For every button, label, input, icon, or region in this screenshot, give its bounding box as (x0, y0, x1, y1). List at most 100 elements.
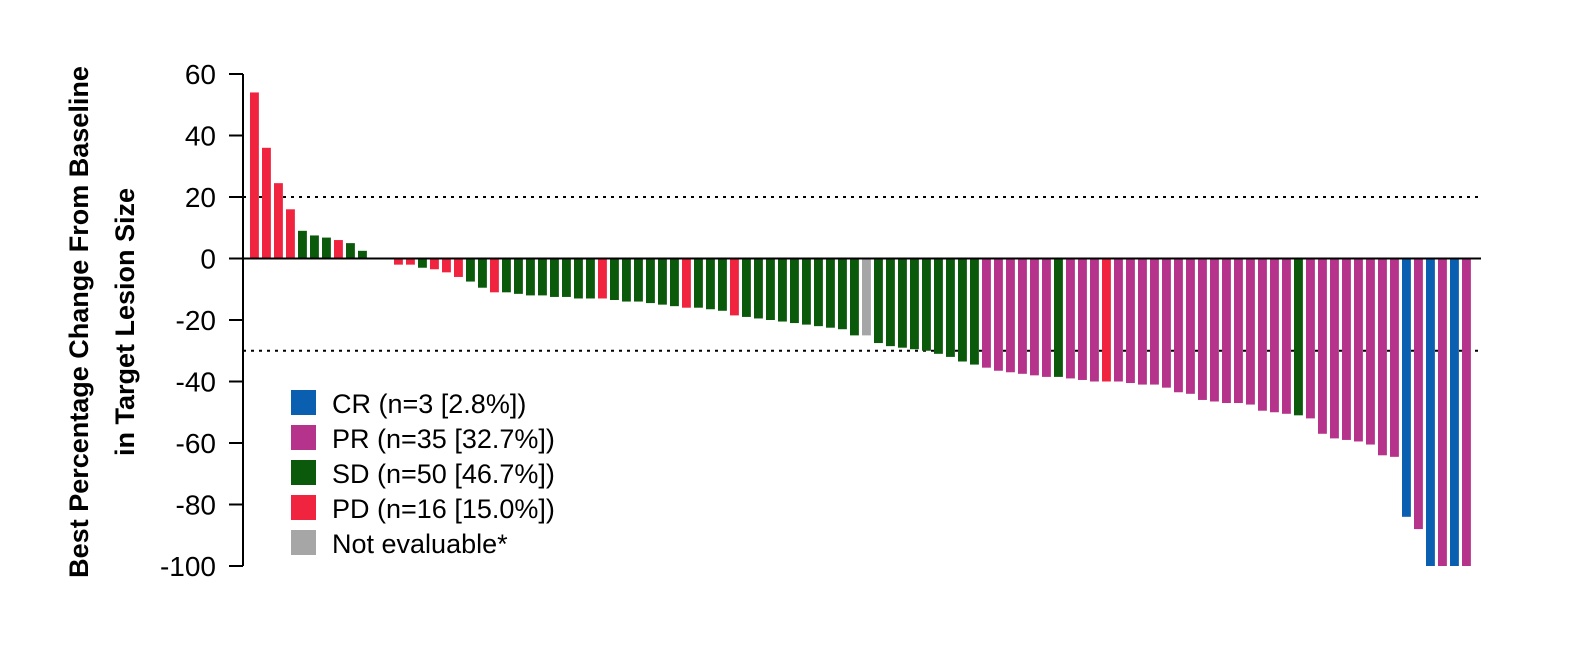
bar-55 (898, 258, 907, 348)
bar-22 (502, 258, 511, 293)
bar-25 (538, 258, 547, 296)
legend-swatch-cr (291, 390, 316, 415)
legend-swatch-ne (291, 530, 316, 555)
bar-91 (1330, 258, 1339, 439)
bar-27 (562, 258, 571, 297)
bar-33 (634, 258, 643, 302)
bar-58 (934, 258, 943, 354)
bar-67 (1042, 258, 1051, 377)
bar-54 (886, 258, 895, 347)
bar-78 (1174, 258, 1183, 393)
bar-64 (1006, 258, 1015, 373)
y-tick-label--100: -100 (160, 551, 216, 582)
bar-82 (1222, 258, 1231, 404)
bar-19 (466, 258, 475, 282)
bar-95 (1378, 258, 1387, 456)
bar-23 (514, 258, 523, 294)
bar-49 (826, 258, 835, 328)
bar-43 (754, 258, 763, 319)
bar-90 (1318, 258, 1327, 434)
legend-label-pr: PR (n=35 [32.7%]) (332, 424, 555, 454)
axes: 60 40 20 0 -20 -40 -60 -80 -100 (160, 59, 1481, 582)
bar-61 (970, 258, 979, 365)
bar-1 (250, 92, 259, 259)
bar-69 (1066, 258, 1075, 379)
bar-72 (1102, 258, 1111, 382)
legend-swatch-pd (291, 495, 316, 520)
bar-76 (1150, 258, 1159, 385)
bar-7 (322, 237, 331, 259)
bar-5 (298, 230, 307, 259)
bar-41 (730, 258, 739, 316)
legend-swatch-sd (291, 460, 316, 485)
legend-label-pd: PD (n=16 [15.0%]) (332, 494, 555, 524)
legend-label-ne: Not evaluable* (332, 529, 508, 559)
bar-93 (1354, 258, 1363, 442)
y-axis-title-line-2: in Target Lesion Size (110, 188, 140, 456)
bar-3 (274, 183, 283, 259)
bar-86 (1270, 258, 1279, 413)
bar-38 (694, 258, 703, 308)
y-tick-label--40: -40 (176, 367, 216, 398)
bar-70 (1078, 258, 1087, 380)
bar-97 (1402, 258, 1411, 517)
bar-24 (526, 258, 535, 296)
bar-15 (418, 258, 427, 268)
bar-99 (1426, 258, 1435, 566)
bar-4 (286, 209, 295, 259)
bar-47 (802, 258, 811, 325)
legend-label-sd: SD (n=50 [46.7%]) (332, 459, 555, 489)
bar-68 (1054, 258, 1063, 377)
bar-34 (646, 258, 655, 304)
bar-18 (454, 258, 463, 277)
bar-66 (1030, 258, 1039, 376)
bar-87 (1282, 258, 1291, 414)
bar-20 (478, 258, 487, 288)
bar-50 (838, 258, 847, 330)
legend: CR (n=3 [2.8%]) PR (n=35 [32.7%]) SD (n=50… (291, 389, 555, 559)
bar-51 (850, 258, 859, 336)
bar-56 (910, 258, 919, 350)
bar-92 (1342, 258, 1351, 440)
bar-59 (946, 258, 955, 357)
y-tick-label-0: 0 (200, 244, 216, 275)
bar-6 (310, 235, 319, 259)
y-tick-label-20: 20 (185, 182, 216, 213)
bar-77 (1162, 258, 1171, 388)
bar-32 (622, 258, 631, 302)
bar-63 (994, 258, 1003, 371)
y-tick-label--80: -80 (176, 490, 216, 521)
y-tick-label--20: -20 (176, 305, 216, 336)
legend-swatch-pr (291, 425, 316, 450)
bar-30 (598, 258, 607, 299)
y-tick-label-60: 60 (185, 59, 216, 90)
bar-100 (1438, 258, 1447, 566)
bar-101 (1450, 258, 1459, 566)
bar-44 (766, 258, 775, 320)
bar-85 (1258, 258, 1267, 411)
bar-62 (982, 258, 991, 368)
y-tick-label--60: -60 (176, 428, 216, 459)
bar-9 (346, 243, 355, 259)
bar-94 (1366, 258, 1375, 445)
bar-79 (1186, 258, 1195, 394)
bar-46 (790, 258, 799, 324)
bar-57 (922, 258, 931, 351)
bar-73 (1114, 258, 1123, 382)
bar-83 (1234, 258, 1243, 404)
bar-21 (490, 258, 499, 293)
bar-53 (874, 258, 883, 344)
bar-98 (1414, 258, 1423, 530)
bar-10 (358, 250, 367, 259)
bar-37 (682, 258, 691, 308)
bar-39 (706, 258, 715, 310)
bar-74 (1126, 258, 1135, 384)
y-axis-title: Best Percentage Change From Baseline in … (64, 66, 140, 578)
bar-14 (406, 258, 415, 265)
bar-26 (550, 258, 559, 297)
bar-48 (814, 258, 823, 327)
bar-36 (670, 258, 679, 307)
bar-13 (394, 258, 403, 265)
bar-52 (862, 258, 871, 336)
